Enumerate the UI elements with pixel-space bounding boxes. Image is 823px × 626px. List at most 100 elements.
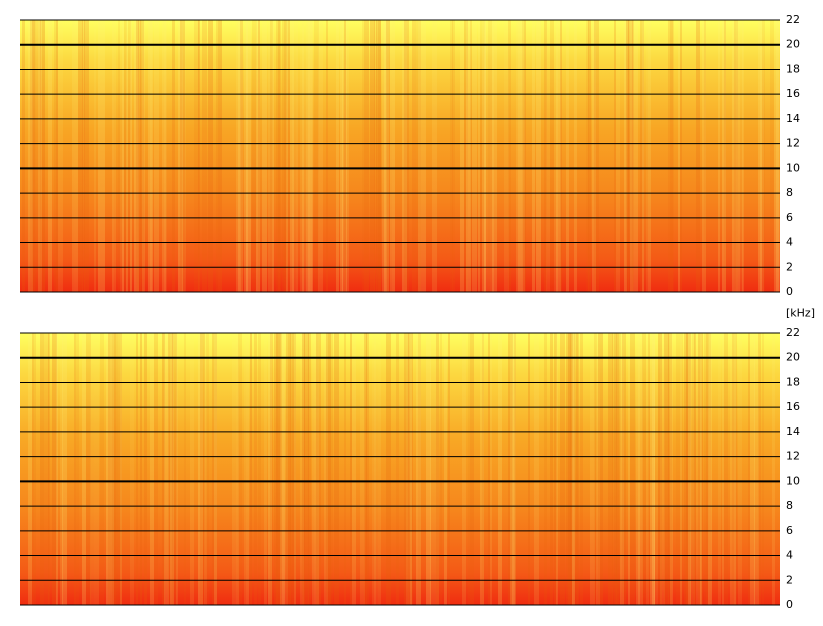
texture-stripe — [470, 20, 472, 292]
texture-stripe — [762, 20, 765, 292]
texture-stripe — [730, 333, 734, 605]
texture-stripe — [738, 333, 742, 605]
texture-stripe — [34, 333, 36, 605]
texture-stripe — [48, 333, 50, 605]
texture-stripe — [594, 20, 599, 292]
texture-stripe — [460, 20, 464, 292]
texture-stripe — [430, 333, 434, 605]
texture-stripe — [162, 333, 165, 605]
texture-stripe — [676, 333, 678, 605]
texture-stripe — [342, 20, 347, 292]
texture-stripe — [696, 333, 701, 605]
texture-stripe — [112, 20, 114, 292]
texture-stripe — [700, 333, 702, 605]
texture-stripe — [624, 20, 627, 292]
texture-stripe — [410, 333, 412, 605]
texture-stripe — [204, 333, 207, 605]
texture-stripe — [492, 20, 497, 292]
texture-stripe — [282, 333, 284, 605]
texture-stripe — [376, 20, 381, 292]
texture-stripe — [340, 20, 343, 292]
texture-stripe — [98, 20, 100, 292]
texture-stripe — [314, 333, 319, 605]
texture-stripe — [176, 333, 178, 605]
texture-stripe — [328, 333, 333, 605]
texture-stripe — [680, 333, 682, 605]
texture-stripe — [362, 20, 364, 292]
y-tick-label: 18 — [786, 375, 800, 388]
texture-stripe — [184, 333, 186, 605]
texture-stripe — [622, 333, 626, 605]
texture-stripe — [364, 20, 369, 292]
texture-stripe — [214, 333, 217, 605]
texture-stripe — [734, 20, 738, 292]
texture-stripe — [244, 20, 248, 292]
texture-stripe — [468, 333, 470, 605]
y-axis-label: [kHz] — [786, 307, 815, 320]
texture-stripe — [724, 333, 728, 605]
texture-stripe — [40, 20, 45, 292]
texture-stripe — [512, 333, 516, 605]
texture-stripe — [732, 333, 737, 605]
y-tick-label: 22 — [786, 326, 800, 339]
texture-stripe — [520, 20, 525, 292]
texture-stripe — [268, 20, 272, 292]
texture-stripe — [334, 333, 339, 605]
texture-stripe — [236, 333, 239, 605]
texture-stripe — [280, 333, 285, 605]
texture-stripe — [294, 333, 296, 605]
texture-stripe — [292, 333, 296, 605]
texture-stripe — [284, 333, 288, 605]
texture-stripe — [76, 333, 79, 605]
texture-stripe — [770, 20, 774, 292]
texture-stripe — [78, 20, 83, 292]
y-tick-label: 6 — [786, 211, 793, 224]
texture-stripe — [124, 20, 127, 292]
texture-stripe — [118, 333, 122, 605]
texture-stripe — [162, 20, 166, 292]
texture-stripe — [202, 20, 207, 292]
texture-stripe — [144, 333, 147, 605]
texture-stripe — [256, 20, 260, 292]
texture-stripe — [360, 333, 365, 605]
y-tick-label: 6 — [786, 524, 793, 537]
texture-stripe — [100, 20, 105, 292]
texture-stripe — [130, 20, 132, 292]
texture-stripe — [324, 333, 328, 605]
texture-stripe — [544, 333, 547, 605]
texture-stripe — [654, 333, 658, 605]
texture-stripe — [374, 333, 378, 605]
texture-stripe — [148, 20, 153, 292]
spectrogram-image — [20, 333, 780, 605]
texture-stripe — [310, 20, 312, 292]
texture-stripe — [608, 333, 613, 605]
texture-stripe — [190, 333, 194, 605]
texture-stripe — [140, 20, 144, 292]
texture-stripe — [326, 333, 331, 605]
texture-stripe — [272, 20, 274, 292]
texture-stripe — [112, 333, 116, 605]
texture-stripe — [318, 333, 321, 605]
texture-stripe — [758, 333, 761, 605]
texture-stripe — [464, 20, 468, 292]
texture-stripe — [38, 20, 42, 292]
texture-stripe — [178, 20, 183, 292]
texture-stripe — [572, 333, 575, 605]
texture-stripe — [702, 20, 706, 292]
texture-stripe — [598, 333, 600, 605]
y-tick-label: 12 — [786, 450, 800, 463]
texture-stripe — [596, 333, 600, 605]
texture-stripe — [556, 20, 561, 292]
texture-stripe — [300, 333, 304, 605]
texture-stripe — [630, 20, 634, 292]
y-tick-label: 8 — [786, 186, 793, 199]
texture-stripe — [106, 333, 110, 605]
texture-stripe — [416, 20, 421, 292]
texture-stripe — [62, 333, 67, 605]
texture-stripe — [378, 20, 381, 292]
texture-stripe — [450, 20, 453, 292]
texture-stripe — [302, 333, 305, 605]
spectrogram-texture — [22, 20, 780, 292]
texture-stripe — [514, 333, 516, 605]
texture-stripe — [718, 333, 721, 605]
